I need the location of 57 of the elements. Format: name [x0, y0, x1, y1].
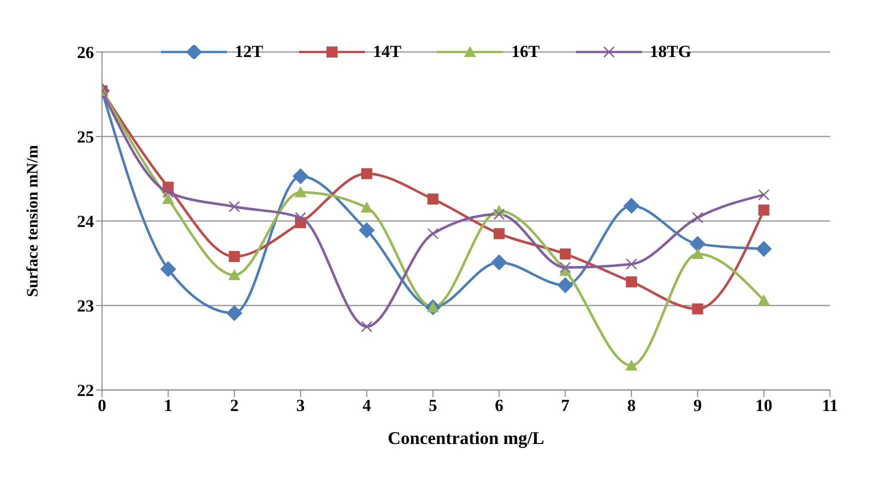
- y-tick-label: 25: [77, 128, 94, 147]
- legend-label: 12T: [234, 42, 264, 62]
- x-tick-label: 5: [428, 396, 438, 416]
- point: [228, 269, 240, 280]
- y-axis-title: Surface tension mN/m: [24, 144, 42, 297]
- point: [361, 320, 372, 332]
- point: [560, 248, 571, 260]
- point: [625, 359, 638, 370]
- x-axis-title: Concentration mg/L: [388, 428, 544, 448]
- point: [228, 200, 240, 212]
- point: [756, 240, 772, 257]
- point: [361, 168, 372, 180]
- point: [692, 248, 704, 259]
- point: [160, 261, 176, 278]
- point: [560, 262, 571, 274]
- point: [690, 236, 706, 252]
- y-tick-label: 26: [77, 43, 94, 62]
- point: [491, 254, 508, 270]
- x-tick-label: 1: [164, 396, 172, 416]
- point: [162, 186, 174, 198]
- y-tick-label: 23: [77, 296, 94, 316]
- point: [294, 186, 307, 198]
- point: [692, 212, 704, 224]
- point: [692, 303, 704, 314]
- x-tick-label: 10: [755, 396, 772, 416]
- point: [758, 294, 770, 306]
- legend-label: 16T: [511, 42, 540, 62]
- y-tick-label: 24: [77, 212, 94, 232]
- x-tick-label: 8: [627, 396, 636, 416]
- x-tick-label: 11: [822, 396, 838, 416]
- point: [427, 194, 438, 205]
- x-tick-label: 9: [693, 396, 702, 416]
- point: [226, 305, 242, 322]
- point: [758, 204, 770, 216]
- x-tick-label: 6: [494, 396, 504, 416]
- legend-label: 18TG: [650, 42, 692, 62]
- point: [758, 189, 770, 200]
- point: [294, 212, 306, 224]
- x-tick-label: 2: [230, 396, 239, 416]
- y-tick-label: 22: [77, 381, 94, 400]
- point: [162, 193, 174, 204]
- point: [623, 198, 640, 214]
- point: [494, 228, 505, 240]
- x-tick-label: 4: [362, 396, 372, 416]
- point: [358, 222, 375, 238]
- x-tick-label: 7: [561, 396, 570, 416]
- point: [557, 277, 574, 294]
- point: [427, 228, 439, 240]
- x-tick-label: 3: [296, 396, 305, 416]
- point: [292, 168, 309, 184]
- point: [493, 208, 505, 220]
- x-tick-label: 0: [98, 396, 106, 416]
- point: [360, 201, 373, 212]
- point: [626, 258, 638, 270]
- legend-label: 14T: [373, 42, 402, 62]
- point: [228, 250, 240, 262]
- point: [626, 276, 637, 288]
